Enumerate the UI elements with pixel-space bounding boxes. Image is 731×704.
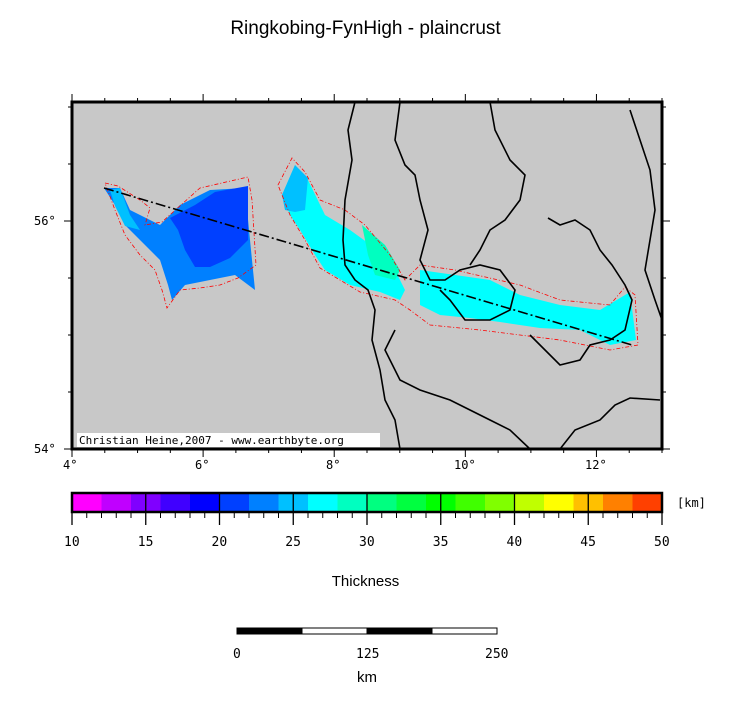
central-blob-green	[362, 225, 400, 280]
region-outline	[104, 157, 639, 351]
colorbar-segment	[455, 493, 486, 512]
colorbar-tick-label: 40	[506, 535, 523, 550]
scale-label: 125	[356, 647, 380, 662]
colorbar	[72, 493, 663, 512]
colorbar-segment	[632, 493, 663, 512]
colorbar-unit: [km]	[677, 496, 706, 510]
colorbar-tick-label: 45	[580, 535, 596, 550]
colorbar-tick-label: 20	[211, 535, 228, 550]
colorbar-tick-label: 30	[359, 535, 375, 550]
lat-label: 56°	[34, 214, 56, 228]
colorbar-tick-label: 15	[137, 535, 154, 550]
east-band	[420, 270, 636, 345]
lon-label: 8°	[326, 458, 341, 472]
colorbar-segment	[219, 493, 250, 512]
colorbar-segment	[72, 493, 102, 512]
lat-label: 54°	[34, 442, 56, 456]
central-outline	[277, 157, 639, 351]
colorbar-ticks	[71, 493, 663, 525]
colorbar-segment	[101, 493, 132, 512]
lon-label: 4°	[63, 458, 78, 472]
colorbar-segment	[249, 493, 279, 512]
scale-label: 250	[485, 647, 509, 662]
colorbar-tick-label: 50	[654, 535, 670, 550]
lon-label: 6°	[195, 458, 210, 472]
colorbar-segment	[514, 493, 545, 512]
lon-label: 12°	[585, 458, 607, 472]
west-blob-light	[110, 188, 140, 230]
coastline	[342, 101, 663, 450]
colorbar-segment	[544, 493, 574, 512]
scale-bar	[236, 627, 498, 635]
colorbar-segment	[337, 493, 368, 512]
colorbar-segment	[485, 493, 515, 512]
central-blob-light	[282, 165, 308, 212]
colorbar-tick-label: 35	[432, 535, 449, 550]
colorbar-tick-label: 25	[285, 535, 301, 550]
scale-label: 0	[233, 647, 241, 662]
colorbar-segment	[308, 493, 338, 512]
colorbar-segment	[190, 493, 220, 512]
colorbar-segment	[603, 493, 633, 512]
colorbar-segment	[160, 493, 191, 512]
west-blob-core	[170, 186, 248, 267]
west-outline	[104, 176, 257, 309]
credit-text: Christian Heine,2007 - www.earthbyte.org	[79, 434, 344, 447]
scale-unit: km	[357, 669, 377, 686]
colorbar-segment	[367, 493, 397, 512]
map-ticks	[64, 94, 670, 457]
colorbar-title: Thickness	[331, 573, 400, 590]
credit-box	[77, 433, 380, 447]
lon-label: 10°	[454, 458, 476, 472]
colorbar-tick-label: 10	[64, 535, 80, 550]
profile-line	[103, 187, 633, 346]
map-title: Ringkobing-FynHigh - plaincrust	[230, 18, 501, 39]
colorbar-segment	[396, 493, 427, 512]
